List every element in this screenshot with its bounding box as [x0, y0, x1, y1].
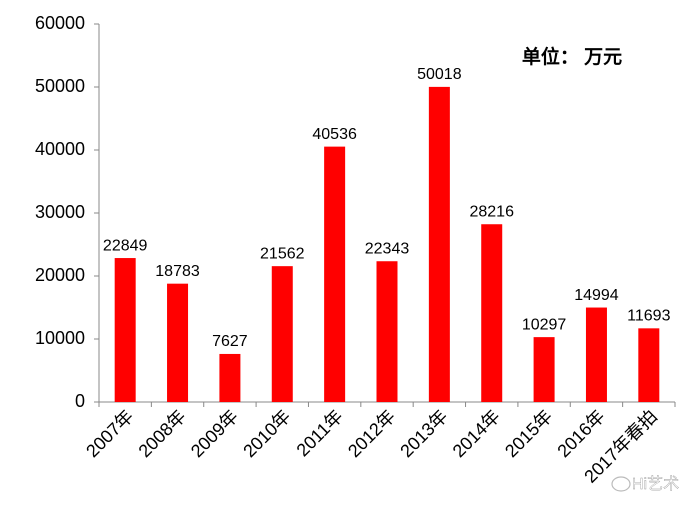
- value-label: 50018: [417, 66, 462, 83]
- value-label: 18783: [155, 263, 200, 280]
- unit-annotation: 单位： 万元: [522, 45, 622, 68]
- bar: [219, 353, 241, 402]
- y-tick-label: 10000: [35, 328, 85, 348]
- value-label: 11693: [627, 308, 670, 325]
- bar: [585, 307, 607, 402]
- y-tick-label: 60000: [35, 13, 85, 33]
- bar: [324, 146, 346, 402]
- bar: [638, 328, 660, 402]
- value-label: 10297: [522, 316, 567, 333]
- watermark-group: Hi艺术: [611, 475, 679, 493]
- y-tick-label: 30000: [35, 202, 85, 222]
- y-tick-label: 50000: [35, 76, 85, 96]
- value-label: 40536: [312, 126, 357, 143]
- watermark: Hi艺术: [632, 475, 679, 493]
- value-label: 22849: [103, 237, 148, 254]
- bar: [376, 261, 398, 402]
- bar: [428, 86, 450, 402]
- value-label: 28216: [469, 203, 514, 220]
- y-tick-label: 20000: [35, 265, 85, 285]
- value-label: 22343: [365, 240, 410, 257]
- bar: [167, 283, 189, 402]
- value-label: 7627: [212, 333, 248, 350]
- bar: [114, 258, 136, 402]
- bar: [481, 224, 503, 402]
- value-label: 21562: [260, 245, 305, 262]
- bar: [271, 266, 293, 402]
- y-tick-label: 40000: [35, 139, 85, 159]
- watermark-icon: [611, 476, 631, 492]
- bar: [533, 337, 555, 402]
- value-label: 14994: [574, 287, 619, 304]
- y-tick-label: 0: [75, 391, 85, 411]
